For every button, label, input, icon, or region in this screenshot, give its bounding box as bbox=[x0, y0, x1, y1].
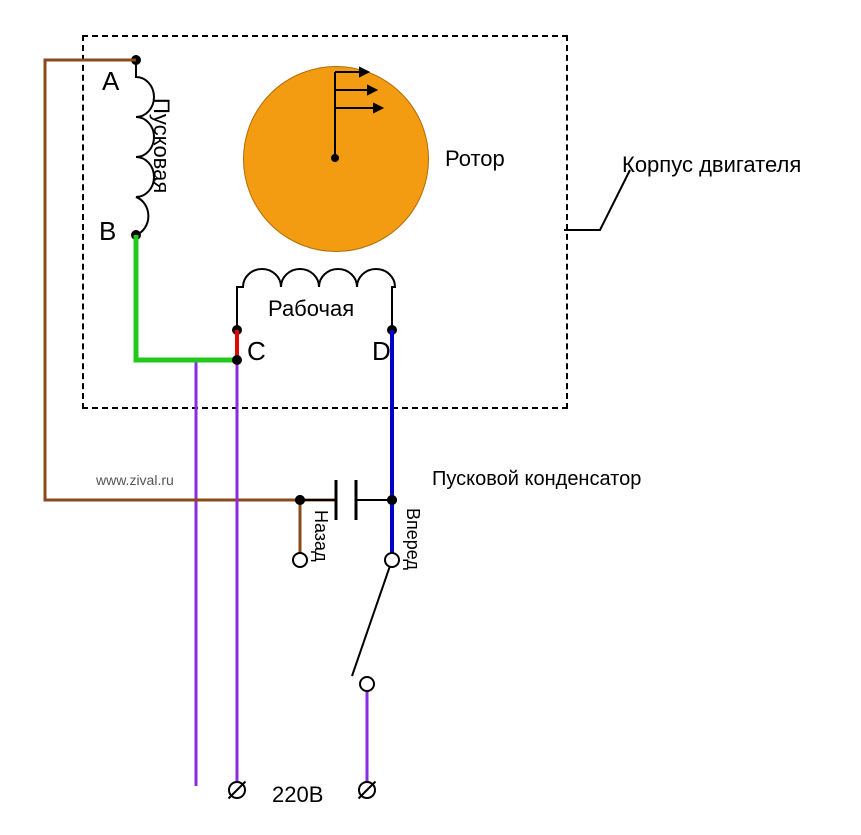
switch-pole bbox=[359, 676, 375, 692]
watermark-text: www.zival.ru bbox=[96, 472, 174, 488]
node-bc-junction bbox=[232, 355, 242, 365]
switch-back-contact bbox=[292, 552, 308, 568]
wiring-main bbox=[0, 0, 861, 835]
switch-back-label: Назад bbox=[310, 510, 331, 562]
diagram-canvas: Корпус двигателя Ротор Пусковая A B Рабо… bbox=[0, 0, 861, 835]
capacitor-label: Пусковой конденсатор bbox=[432, 468, 641, 491]
switch-forward-label: Вперед bbox=[402, 508, 423, 570]
mains-right-terminal bbox=[358, 781, 376, 799]
node-cap-blue bbox=[387, 495, 397, 505]
switch-forward-contact bbox=[384, 552, 400, 568]
mains-left-terminal bbox=[228, 781, 246, 799]
mains-label: 220В bbox=[272, 782, 323, 808]
node-cap-left bbox=[295, 495, 305, 505]
